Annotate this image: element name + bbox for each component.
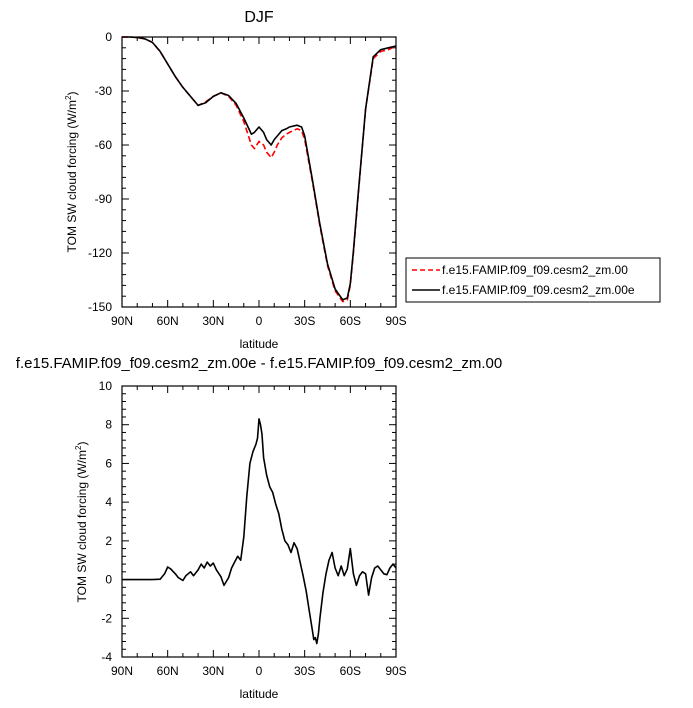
y-tick-label: 6 <box>105 456 112 470</box>
axis-ticks <box>121 385 397 658</box>
x-tick-label: 30N <box>202 664 224 678</box>
x-tick-label: 60S <box>340 664 361 678</box>
axis-ticks <box>121 36 397 308</box>
y-axis-label-sup: 2 <box>74 445 83 450</box>
x-tick-labels: 90N 60N 30N 0 30S 60S 90S <box>111 664 407 678</box>
series-lines <box>122 36 397 303</box>
chart-title: f.e15.FAMIP.f09_f09.cesm2_zm.00e - f.e15… <box>16 355 502 372</box>
y-tick-label: 4 <box>105 495 112 509</box>
x-tick-label: 0 <box>256 664 263 678</box>
series-lines <box>122 418 397 645</box>
plot-frame <box>121 36 397 308</box>
x-axis-label: latitude <box>240 687 279 701</box>
y-axis-label: TOM SW cloud forcing (W/m2) <box>64 92 79 253</box>
y-tick-labels: 0 -30 -60 -90 -120 -150 <box>88 30 112 314</box>
x-tick-labels: 90N 60N 30N 0 30S 60S 90S <box>111 314 407 328</box>
y-tick-label: 0 <box>105 573 112 587</box>
x-tick-label: 90N <box>111 314 133 328</box>
x-tick-label: 90S <box>385 314 406 328</box>
y-tick-labels: 10 8 6 4 2 0 -2 -4 <box>99 379 113 664</box>
y-tick-label: -2 <box>101 611 112 625</box>
x-tick-label: 60N <box>157 314 179 328</box>
y-axis-label-end: ) <box>65 92 79 96</box>
y-tick-label: -60 <box>95 138 113 152</box>
bottom-panel: f.e15.FAMIP.f09_f09.cesm2_zm.00e - f.e15… <box>16 355 502 701</box>
y-tick-label: -4 <box>101 650 112 664</box>
y-tick-label: -150 <box>88 300 112 314</box>
y-axis-label-main: TOM SW cloud forcing (W/m <box>75 450 89 602</box>
x-tick-label: 30S <box>294 314 315 328</box>
y-axis-label-main: TOM SW cloud forcing (W/m <box>65 100 79 252</box>
x-tick-label: 30S <box>294 664 315 678</box>
y-tick-label: 8 <box>105 418 112 432</box>
legend-entry-00: f.e15.FAMIP.f09_f09.cesm2_zm.00 <box>442 263 628 277</box>
x-axis-label: latitude <box>240 337 279 351</box>
x-tick-label: 60N <box>157 664 179 678</box>
y-tick-label: -90 <box>95 192 113 206</box>
x-tick-label: 60S <box>340 314 361 328</box>
top-panel: DJF 90N 60N 30N 0 30S 60S 90S 0 -30 -60 -90 -120 -1… <box>64 9 407 351</box>
x-tick-label: 0 <box>256 314 263 328</box>
y-tick-label: -30 <box>95 84 113 98</box>
y-axis-label: TOM SW cloud forcing (W/m2) <box>74 442 89 603</box>
y-axis-label-sup: 2 <box>64 95 73 100</box>
legend-entry-00e: f.e15.FAMIP.f09_f09.cesm2_zm.00e <box>442 283 635 297</box>
x-tick-label: 90N <box>111 664 133 678</box>
legend-box <box>405 257 661 303</box>
x-tick-label: 30N <box>202 314 224 328</box>
y-tick-label: 10 <box>99 379 113 393</box>
chart-title: DJF <box>244 9 274 26</box>
legend: f.e15.FAMIP.f09_f09.cesm2_zm.00 f.e15.FA… <box>405 257 661 303</box>
series-line-0 <box>122 36 397 303</box>
series-line-1 <box>122 36 397 301</box>
y-tick-label: -120 <box>88 246 112 260</box>
y-tick-label: 0 <box>105 30 112 44</box>
series-line-0 <box>122 418 397 645</box>
x-tick-label: 90S <box>385 664 406 678</box>
y-axis-label-end: ) <box>75 442 89 446</box>
y-tick-label: 2 <box>105 534 112 548</box>
